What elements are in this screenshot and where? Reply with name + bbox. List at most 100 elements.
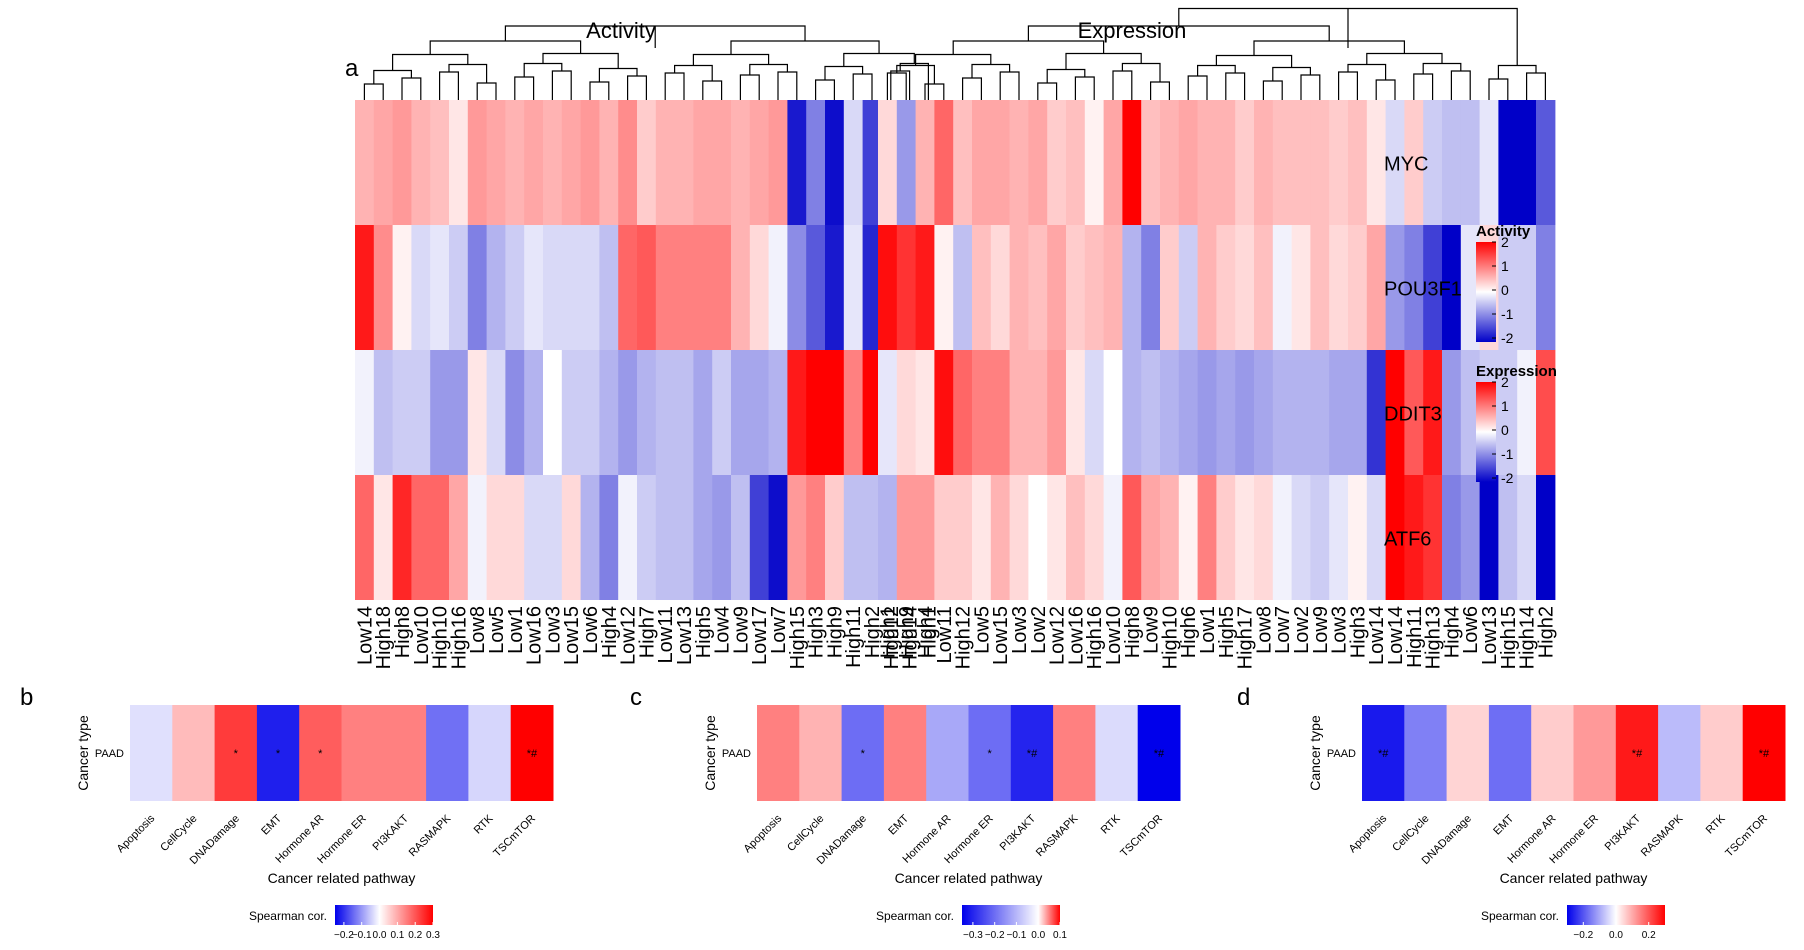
activity-cell [449,350,469,475]
expression-cell [1047,100,1067,225]
activity-cell [749,100,770,225]
activity-column-label: High3 [806,606,828,658]
expression-column-label: Low8 [1253,606,1275,654]
pathway-label: PI3KAKT [998,812,1039,853]
activity-cell [806,350,826,475]
activity-cell [580,350,600,475]
significance-mark: * [234,748,239,760]
row-label-paad: PAAD [95,748,124,760]
expression-cell [1517,350,1537,475]
dendrogram-branch [589,81,610,90]
correlation-cell [468,705,512,801]
expression-cell [1460,350,1481,475]
dendrogram-branch [1187,75,1208,84]
expression-title: Expression [1078,18,1187,43]
expression-column-label: High4 [1441,606,1463,658]
legend-colorbar [962,905,1060,925]
expression-column-label: Low7 [1272,606,1294,654]
pathway-label: PI3KAKT [1603,812,1644,853]
dendrogram-branch [401,77,422,86]
legend-tick-label: 0.2 [1642,930,1656,941]
correlation-cell [1742,705,1786,801]
activity-cell [524,350,544,475]
expression-cell [1442,100,1462,225]
dendrogram-branch [1375,79,1396,88]
expression-cell [1066,475,1086,600]
activity-column-label: Low16 [524,606,546,665]
dendrogram-branch [476,82,497,91]
activity-cell [524,225,544,350]
activity-cell [599,225,619,350]
expression-cell [1498,225,1518,350]
dendrogram-branch [1488,78,1509,87]
x-axis-title: Cancer related pathway [268,870,416,886]
dendrogram-branch [777,71,798,91]
activity-column-label: Low8 [467,606,489,654]
expression-cell [1423,225,1443,350]
activity-cell [655,350,676,475]
legend-tick-label: −0.1 [352,930,372,941]
expression-cell [896,350,917,475]
expression-cell [1366,350,1387,475]
expression-cell [1329,100,1349,225]
activity-cell [712,475,732,600]
expression-cell [1404,225,1424,350]
activity-column-label: Low9 [730,606,752,654]
dendrogram-branch [899,62,930,87]
legend-title: Spearman cor. [876,909,954,923]
pathway-label: RASMAPK [407,812,454,859]
activity-column-label: Low7 [768,606,790,654]
activity-cell [561,350,582,475]
activity-cell [486,475,506,600]
expression-column-label: High10 [1159,606,1181,669]
expression-cell [1028,225,1048,350]
activity-cell [355,350,375,475]
dendrogram-branch [1366,52,1443,65]
legend-tick-label: 0.2 [408,930,422,941]
activity-cell [787,225,807,350]
panel-label-c: c [630,684,642,711]
expression-cell [953,350,973,475]
activity-cell [430,225,450,350]
activity-cell [843,100,864,225]
activity-cell [561,100,582,225]
expression-column-label: Low3 [1009,606,1031,654]
activity-cell [862,475,882,600]
expression-column-label: High15 [1498,606,1520,669]
expression-cell [1423,475,1443,600]
expression-column-label: Low2 [1028,606,1050,654]
activity-cell [749,225,770,350]
correlation-cell [883,705,927,801]
dendrogram-branch [626,75,648,84]
expression-cell [1103,350,1123,475]
dendrogram-branch [664,72,685,92]
expression-cell [1178,225,1199,350]
correlation-cell [799,705,843,801]
activity-column-label: High16 [448,606,470,669]
activity-cell [693,350,713,475]
dendrogram-branch [363,83,384,92]
correlation-cell [1658,705,1701,801]
expression-cell [953,225,973,350]
legend-title: Activity [1476,223,1531,240]
pathway-label: Apoptosis [115,812,158,855]
expression-cell [1084,350,1105,475]
activity-cell [373,350,394,475]
activity-cell [467,100,488,225]
activity-column-label: Low15 [561,606,583,665]
legend-tick-label: 0.1 [1053,930,1067,941]
x-axis-title: Cancer related pathway [1500,870,1648,886]
activity-cell [693,100,713,225]
activity-cell [467,225,488,350]
legend-title: Expression [1476,363,1557,380]
expression-cell [1479,100,1499,225]
expression-cell [990,100,1011,225]
expression-column-label: Low12 [1047,606,1069,665]
expression-cell [1103,475,1123,600]
expression-cell [1460,475,1481,600]
expression-cell [1235,350,1255,475]
expression-cell [896,225,917,350]
expression-cell [1178,475,1199,600]
expression-cell [1254,100,1274,225]
